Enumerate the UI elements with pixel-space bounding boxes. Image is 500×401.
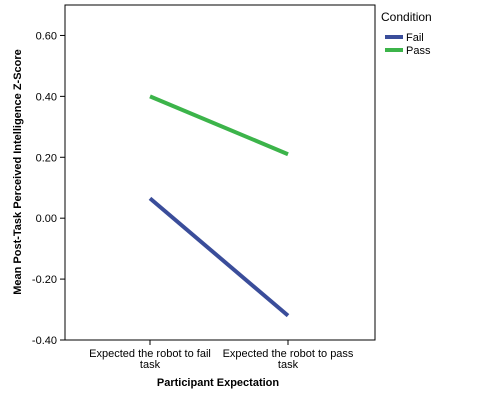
series-line-pass <box>149 94 289 157</box>
y-tick-label: 0.60 <box>36 30 57 42</box>
y-tick-label: 0.20 <box>36 152 57 164</box>
series-line-fail <box>148 196 290 318</box>
x-tick-label: Expected the robot to fail <box>89 348 211 360</box>
y-axis: 0.60 0.40 0.20 0.00 -0.20 -0.40 <box>32 30 65 347</box>
x-tick-label: task <box>278 359 299 371</box>
legend-label-pass: Pass <box>406 45 431 57</box>
x-tick-label: Expected the robot to pass <box>223 348 354 360</box>
y-tick-label: 0.40 <box>36 91 57 103</box>
y-tick-label: 0.00 <box>36 213 57 225</box>
legend-label-fail: Fail <box>406 32 424 44</box>
legend-title: Condition <box>381 10 432 24</box>
y-axis-title: Mean Post-Task Perceived Intelligence Z-… <box>12 49 24 295</box>
y-tick-label: -0.20 <box>32 274 57 286</box>
plot-frame <box>64 4 376 341</box>
y-tick-label: -0.40 <box>32 335 57 347</box>
x-axis-title: Participant Expectation <box>157 377 280 389</box>
x-tick-label: task <box>140 359 161 371</box>
series-lines <box>148 94 290 318</box>
